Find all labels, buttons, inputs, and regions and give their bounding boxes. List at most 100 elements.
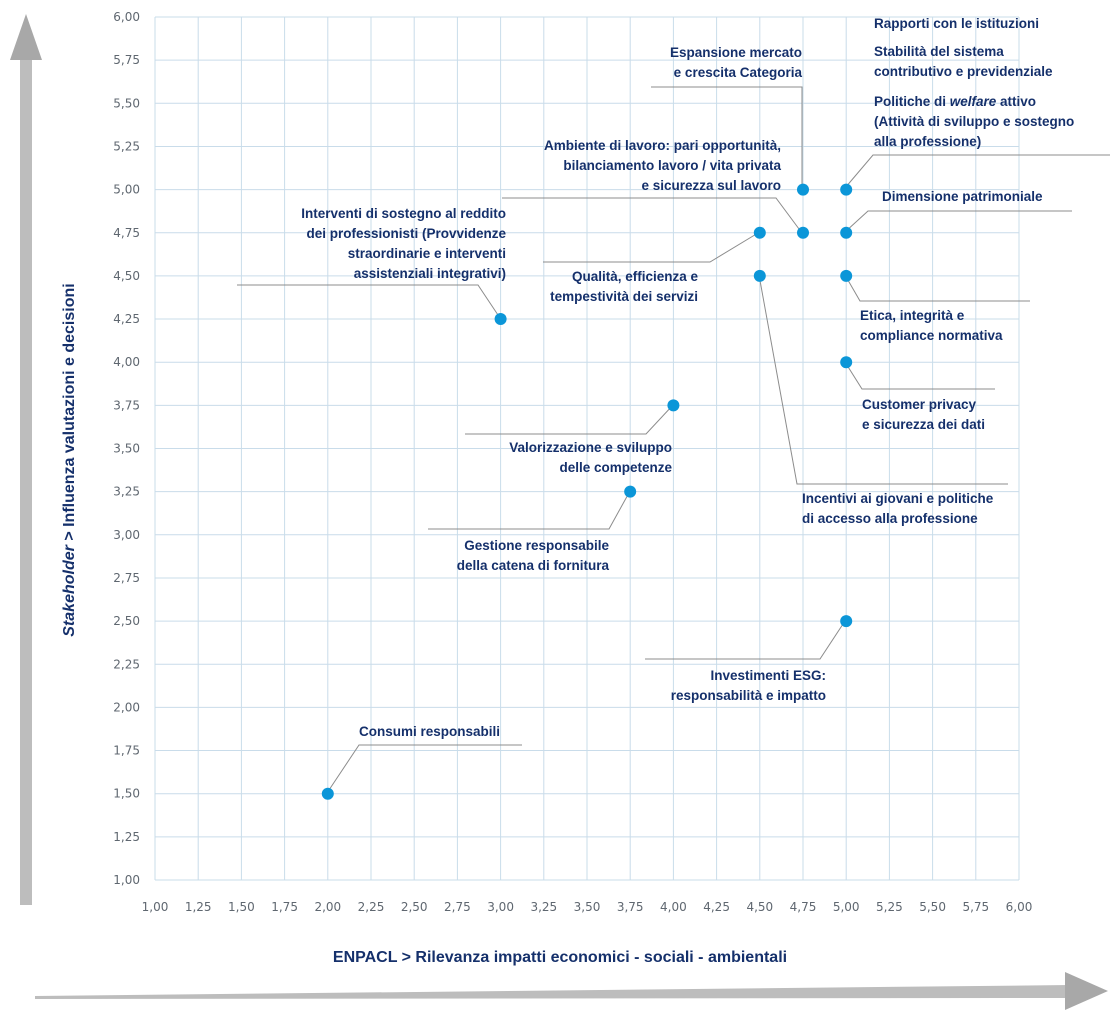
annotation-label-line: Politiche di welfare attivo bbox=[874, 94, 1036, 109]
data-point bbox=[494, 313, 507, 326]
x-tick-label: 5,50 bbox=[919, 900, 946, 914]
annotation-label-line: Incentivi ai giovani e politiche bbox=[802, 491, 994, 506]
annotation-label-line: Customer privacy bbox=[862, 397, 977, 412]
annotation-leader-line bbox=[465, 404, 674, 435]
annotation-label: Investimenti ESG: responsabilità e impatt… bbox=[671, 668, 826, 703]
x-tick-label: 4,75 bbox=[790, 900, 817, 914]
annotation-label: Rapporti con le istituzioni bbox=[874, 16, 1039, 31]
annotation-leader-lines bbox=[237, 86, 1110, 794]
y-tick-label: 1,25 bbox=[113, 830, 140, 844]
annotation-label-line: dei professionisti (Provvidenze bbox=[306, 226, 506, 241]
x-tick-label: 5,25 bbox=[876, 900, 903, 914]
y-tick-label: 6,00 bbox=[113, 10, 140, 24]
annotation-leader-line bbox=[237, 284, 501, 319]
annotation-label: Incentivi ai giovani e politiche di acces… bbox=[802, 491, 994, 526]
y-tick-label: 3,00 bbox=[113, 528, 140, 542]
annotation-label: Politiche di welfare attivo (Attività di … bbox=[874, 94, 1074, 149]
annotation-label-line: Rapporti con le istituzioni bbox=[874, 16, 1039, 31]
annotation-label-line: Valorizzazione e sviluppo bbox=[509, 440, 672, 455]
x-tick-label: 2,50 bbox=[401, 900, 428, 914]
y-tick-label: 5,50 bbox=[113, 96, 140, 110]
annotation-label: Consumi responsabili bbox=[359, 724, 500, 739]
annotation-leader-line bbox=[543, 232, 759, 263]
x-tick-label: 2,00 bbox=[314, 900, 341, 914]
x-tick-label: 1,75 bbox=[271, 900, 298, 914]
annotation-label-line: e sicurezza dei dati bbox=[862, 417, 985, 432]
y-arrow-head bbox=[10, 14, 42, 60]
data-point bbox=[840, 269, 853, 282]
annotation-label-line: responsabilità e impatto bbox=[671, 688, 826, 703]
annotation-label: Gestione responsabile della catena di for… bbox=[457, 538, 610, 573]
x-tick-label: 4,50 bbox=[746, 900, 773, 914]
plot-grid bbox=[154, 16, 1020, 881]
x-tick-label: 1,50 bbox=[228, 900, 255, 914]
y-tick-label: 4,25 bbox=[113, 312, 140, 326]
annotation-label-line: Interventi di sostegno al reddito bbox=[301, 206, 506, 221]
data-point bbox=[753, 269, 766, 282]
data-points bbox=[321, 183, 853, 800]
annotation-label-line: Investimenti ESG: bbox=[710, 668, 826, 683]
annotation-label: Dimensione patrimoniale bbox=[882, 189, 1043, 204]
y-tick-label: 5,75 bbox=[113, 53, 140, 67]
annotation-label-line: Dimensione patrimoniale bbox=[882, 189, 1043, 204]
x-tick-label: 3,75 bbox=[617, 900, 644, 914]
y-tick-label: 2,50 bbox=[113, 614, 140, 628]
x-tick-label: 5,00 bbox=[833, 900, 860, 914]
annotation-label-line: di accesso alla professione bbox=[802, 511, 978, 526]
annotation-label-line: tempestività dei servizi bbox=[550, 289, 698, 304]
y-tick-label: 4,50 bbox=[113, 269, 140, 283]
y-tick-label: 2,25 bbox=[113, 657, 140, 671]
y-axis-title-rest: > Influenza valutazioni e decisioni bbox=[61, 283, 78, 545]
y-tick-label: 1,50 bbox=[113, 787, 140, 801]
y-tick-label: 3,75 bbox=[113, 398, 140, 412]
annotation-leader-line bbox=[428, 490, 631, 530]
annotation-label: Qualità, efficienza e tempestività dei se… bbox=[550, 269, 698, 304]
annotation-leader-line bbox=[844, 210, 1072, 233]
annotation-leader-line bbox=[651, 86, 803, 187]
x-tick-label: 2,25 bbox=[358, 900, 385, 914]
annotation-label-line: Consumi responsabili bbox=[359, 724, 500, 739]
data-point bbox=[797, 183, 809, 196]
annotation-label-line: Qualità, efficienza e bbox=[572, 269, 699, 284]
x-tick-label: 1,25 bbox=[185, 900, 212, 914]
x-axis-ticks: 1,00 1,25 1,50 1,75 2,00 2,25 2,50 2,75 3,00 3,25… bbox=[142, 900, 1033, 914]
x-tick-label: 3,25 bbox=[530, 900, 557, 914]
x-tick-label: 6,00 bbox=[1006, 900, 1033, 914]
annotation-leader-line bbox=[502, 197, 803, 234]
annotation-label-line: Stabilità del sistema bbox=[874, 44, 1004, 59]
y-tick-label: 1,00 bbox=[113, 873, 140, 887]
annotation-label-line: contributivo e previdenziale bbox=[874, 64, 1053, 79]
annotation-leader-line bbox=[844, 154, 1110, 189]
data-point bbox=[624, 485, 637, 498]
y-tick-label: 4,75 bbox=[113, 226, 140, 240]
data-point bbox=[840, 226, 853, 239]
y-axis-ticks: 1,00 1,25 1,50 1,75 2,00 2,25 2,50 2,75 3,00 3,25… bbox=[113, 10, 140, 887]
x-tick-label: 3,00 bbox=[487, 900, 514, 914]
y-tick-label: 2,75 bbox=[113, 571, 140, 585]
y-tick-label: 4,00 bbox=[113, 355, 140, 369]
annotation-label-italic: welfare bbox=[950, 94, 997, 109]
y-tick-label: 3,50 bbox=[113, 442, 140, 456]
annotation-label-line: bilanciamento lavoro / vita privata bbox=[563, 158, 781, 173]
data-point bbox=[753, 226, 766, 239]
annotation-label-line: e sicurezza sul lavoro bbox=[641, 178, 781, 193]
x-axis-arrow bbox=[35, 972, 1108, 1010]
annotation-label: Interventi di sostegno al reddito dei pro… bbox=[301, 206, 506, 281]
annotation-label-line: alla professione) bbox=[874, 134, 981, 149]
x-tick-label: 4,00 bbox=[660, 900, 687, 914]
annotation-label: Ambiente di lavoro: pari opportunità, bil… bbox=[544, 138, 781, 193]
annotation-label-line: Etica, integrità e bbox=[860, 308, 965, 323]
x-tick-label: 1,00 bbox=[142, 900, 169, 914]
annotation-leader-line bbox=[645, 620, 846, 660]
data-point bbox=[840, 615, 853, 628]
annotation-label: Customer privacy e sicurezza dei dati bbox=[862, 397, 985, 432]
annotation-label-line: della catena di fornitura bbox=[457, 558, 610, 573]
data-point bbox=[840, 356, 853, 369]
x-tick-label: 2,75 bbox=[444, 900, 471, 914]
annotation-leader-line bbox=[758, 274, 1008, 485]
y-tick-label: 1,75 bbox=[113, 744, 140, 758]
annotation-label: Espansione mercato e crescita Categoria bbox=[670, 45, 803, 80]
annotation-label: Stabilità del sistema contributivo e prev… bbox=[874, 44, 1053, 79]
y-axis-title-italic: Stakeholder bbox=[61, 544, 78, 636]
